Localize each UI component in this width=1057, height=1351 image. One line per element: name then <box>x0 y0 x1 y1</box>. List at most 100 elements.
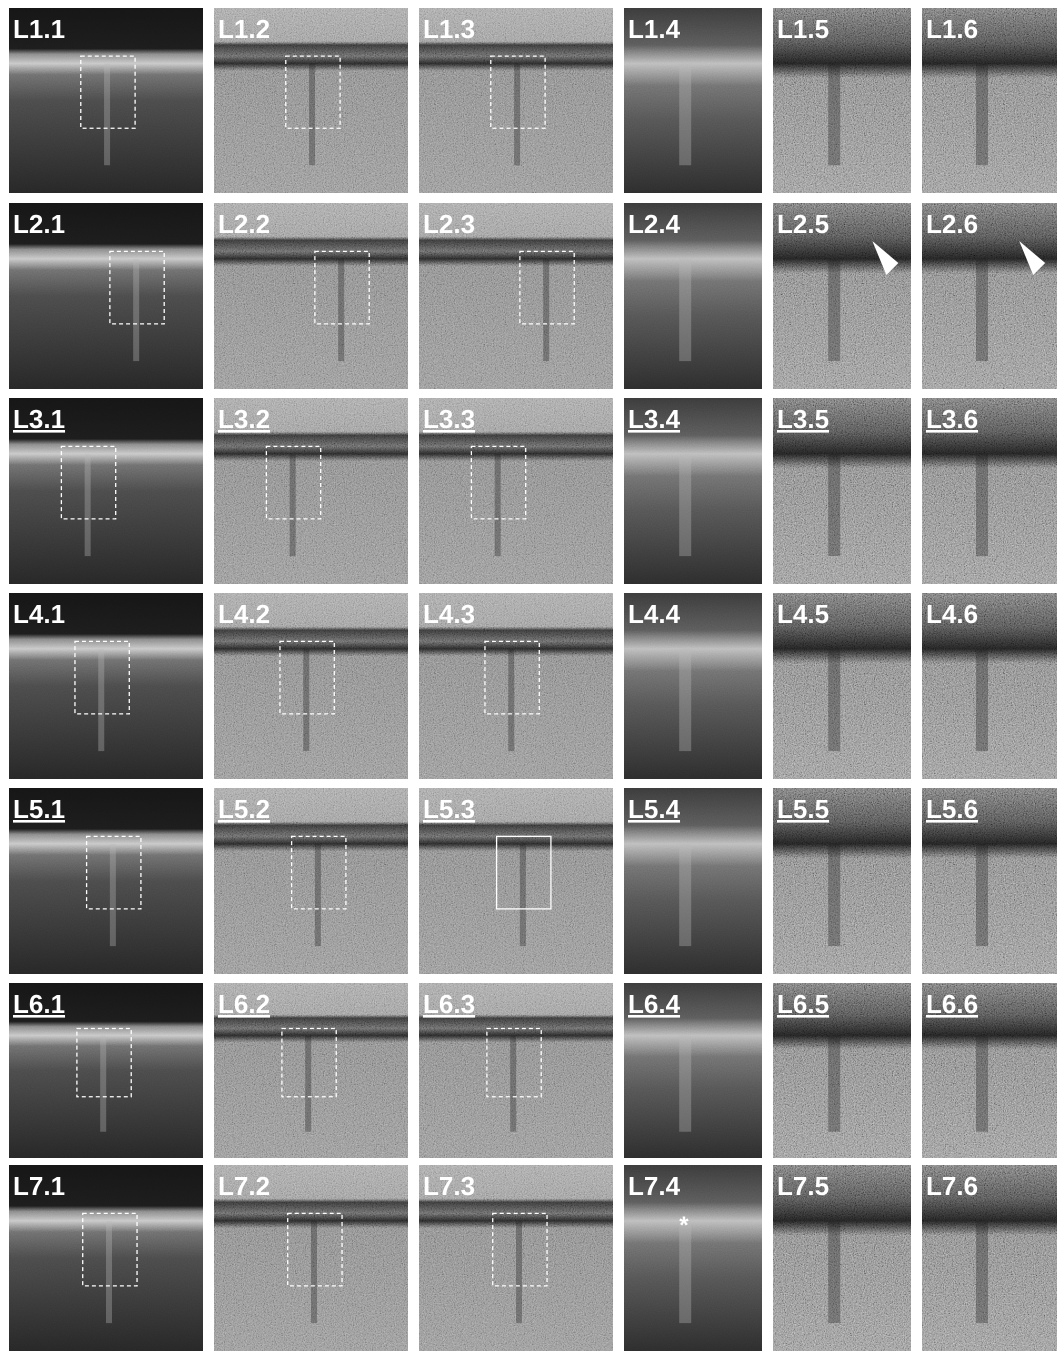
image-panel: L2.3 <box>419 203 613 389</box>
panel-label: L2.3 <box>423 209 475 239</box>
panel-label: L6.5 <box>777 989 829 1019</box>
panel-label: L4.4 <box>628 599 681 629</box>
shadow-streak <box>828 454 840 556</box>
image-panel: L4.3 <box>419 593 613 779</box>
image-panel: L1.4 <box>624 8 762 193</box>
shadow-streak <box>976 259 988 361</box>
shadow-streak <box>495 454 501 556</box>
image-panel: L4.5 <box>773 593 911 779</box>
shadow-streak <box>543 259 549 361</box>
panel-label: L2.6 <box>926 209 978 239</box>
image-panel: L6.4 <box>624 983 762 1158</box>
image-panel: L6.3 <box>419 983 613 1158</box>
panel-label: L4.1 <box>13 599 65 629</box>
shadow-streak <box>311 1221 317 1323</box>
panel-label: L7.4 <box>628 1171 681 1201</box>
panel-label: L3.6 <box>926 404 978 434</box>
panel-label: L3.3 <box>423 404 475 434</box>
shadow-streak <box>100 1036 106 1132</box>
panel-label: L1.6 <box>926 14 978 44</box>
shadow-streak <box>510 1036 516 1132</box>
shadow-streak <box>976 1036 988 1132</box>
image-panel: L4.4 <box>624 593 762 779</box>
image-panel: L1.5 <box>773 8 911 193</box>
panel-label: L3.4 <box>628 404 681 434</box>
shadow-streak <box>976 64 988 166</box>
panel-label: L4.3 <box>423 599 475 629</box>
panel-label: L6.2 <box>218 989 270 1019</box>
panel-label: L6.6 <box>926 989 978 1019</box>
image-panel: L7.3 <box>419 1165 613 1351</box>
image-panel: L3.6 <box>922 398 1057 584</box>
image-panel: L5.6 <box>922 788 1057 974</box>
shadow-streak <box>98 649 104 751</box>
shadow-streak <box>516 1221 522 1323</box>
panel-label: L4.5 <box>777 599 829 629</box>
shadow-streak <box>828 1036 840 1132</box>
shadow-streak <box>315 844 321 946</box>
panel-label: L6.3 <box>423 989 475 1019</box>
shadow-streak <box>828 649 840 751</box>
panel-label: L7.2 <box>218 1171 270 1201</box>
shadow-streak <box>679 259 691 361</box>
image-panel: L6.6 <box>922 983 1057 1158</box>
shadow-streak <box>976 454 988 556</box>
panel-label: L2.5 <box>777 209 829 239</box>
shadow-streak <box>679 844 691 946</box>
page: L1.1 L1.2 L1.3 L1.4 L1.5 L1.6 L2.1 L2.2 L2.3 L2.4… <box>0 0 1057 1351</box>
panel-label: L2.4 <box>628 209 681 239</box>
panel-label: L5.6 <box>926 794 978 824</box>
panel-label: L1.5 <box>777 14 829 44</box>
image-panel: L5.1 <box>9 788 203 974</box>
shadow-streak <box>976 649 988 751</box>
image-panel: L2.4 <box>624 203 762 389</box>
image-panel: L1.1 <box>9 8 203 193</box>
shadow-streak <box>305 1036 311 1132</box>
panel-label: L2.2 <box>218 209 270 239</box>
image-panel: L2.1 <box>9 203 203 389</box>
annotation: * <box>679 1212 689 1239</box>
panel-label: L1.1 <box>13 14 65 44</box>
shadow-streak <box>976 844 988 946</box>
panel-label: L5.3 <box>423 794 475 824</box>
image-panel: L3.4 <box>624 398 762 584</box>
image-panel: L4.6 <box>922 593 1057 779</box>
image-panel: L5.2 <box>214 788 408 974</box>
panel-label: L4.6 <box>926 599 978 629</box>
shadow-streak <box>85 454 91 556</box>
shadow-streak <box>520 844 526 946</box>
shadow-streak <box>508 649 514 751</box>
panel-label: L4.2 <box>218 599 270 629</box>
panel-label: L7.5 <box>777 1171 829 1201</box>
panel-label: L7.3 <box>423 1171 475 1201</box>
panel-label: L7.1 <box>13 1171 65 1201</box>
panel-label: L3.1 <box>13 404 65 434</box>
image-panel: L5.4 <box>624 788 762 974</box>
image-panel: L6.5 <box>773 983 911 1158</box>
panel-label: L1.2 <box>218 14 270 44</box>
shadow-streak <box>679 1036 691 1132</box>
image-panel: L4.2 <box>214 593 408 779</box>
shadow-streak <box>976 1221 988 1323</box>
image-panel: L6.2 <box>214 983 408 1158</box>
image-panel: L7.2 <box>214 1165 408 1351</box>
image-panel: L3.3 <box>419 398 613 584</box>
shadow-streak <box>679 649 691 751</box>
image-panel: L3.5 <box>773 398 911 584</box>
image-panel: L1.6 <box>922 8 1057 193</box>
panel-label: L1.3 <box>423 14 475 44</box>
panel-label: L1.4 <box>628 14 681 44</box>
image-panel: L2.2 <box>214 203 408 389</box>
shadow-streak <box>679 454 691 556</box>
shadow-streak <box>828 844 840 946</box>
image-panel: L1.3 <box>419 8 613 193</box>
image-panel: L6.1 <box>9 983 203 1158</box>
shadow-streak <box>514 64 520 166</box>
panel-label: L3.2 <box>218 404 270 434</box>
panel-label: L2.1 <box>13 209 65 239</box>
shadow-streak <box>290 454 296 556</box>
shadow-streak <box>110 844 116 946</box>
image-panel: L3.2 <box>214 398 408 584</box>
image-panel: L7.6 <box>922 1165 1057 1351</box>
image-panel: L7.1 <box>9 1165 203 1351</box>
